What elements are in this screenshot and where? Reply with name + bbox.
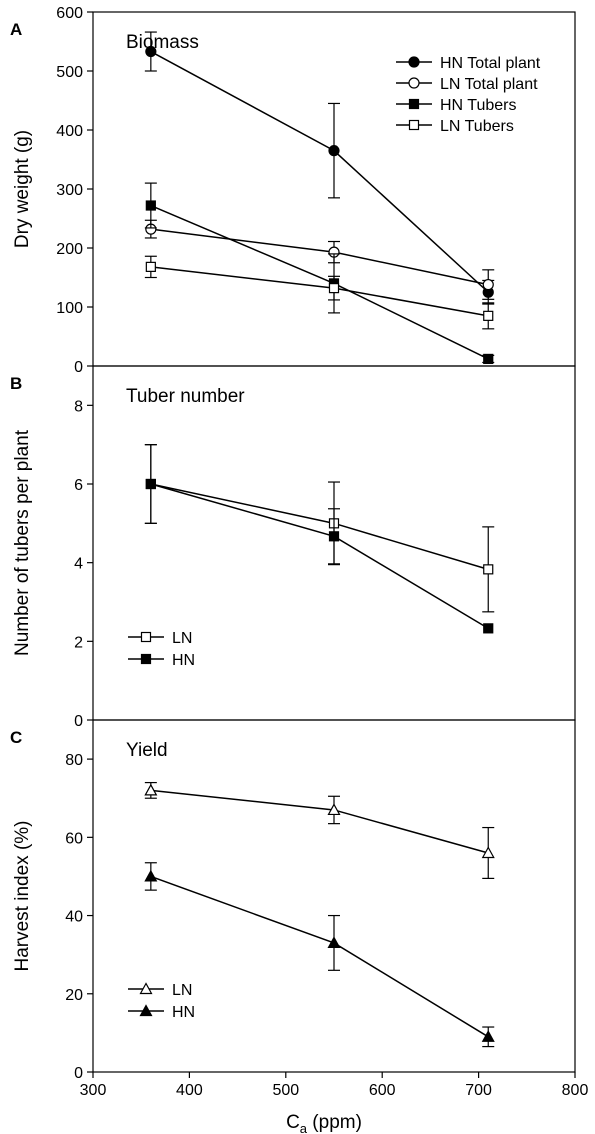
series-line xyxy=(150,483,489,571)
y-tick-label: 400 xyxy=(56,123,83,140)
series-line xyxy=(150,204,489,360)
y-tick-label: 80 xyxy=(65,752,83,769)
data-point xyxy=(481,1030,495,1042)
panel-title: Biomass xyxy=(126,32,199,53)
legend-label: LN xyxy=(172,982,192,999)
y-tick-label: 2 xyxy=(74,634,83,651)
panel-letter: C xyxy=(10,728,22,747)
x-tick-label: 400 xyxy=(176,1082,203,1099)
legend: HN Total plant LN Total plant HN Tubers LN … xyxy=(396,55,541,135)
series-ln xyxy=(144,444,495,613)
y-tick-label: 8 xyxy=(74,398,83,415)
legend-marker xyxy=(139,1004,153,1017)
series-ln-total-plant xyxy=(144,219,495,300)
data-point xyxy=(144,783,158,796)
data-point xyxy=(482,278,494,291)
legend: LN HN xyxy=(128,982,195,1021)
series-line xyxy=(150,228,489,286)
data-point xyxy=(145,200,156,211)
y-axis-label: Harvest index (%) xyxy=(12,821,33,972)
data-point xyxy=(483,564,494,575)
data-point xyxy=(483,310,494,321)
legend-marker xyxy=(139,982,153,995)
series-hn xyxy=(144,862,495,1048)
series-line xyxy=(150,483,489,629)
y-axis-label: Number of tubers per plant xyxy=(12,429,33,656)
data-point xyxy=(145,478,156,490)
legend-label: LN xyxy=(172,630,192,647)
legend-label: HN Total plant xyxy=(440,55,541,72)
panel-c: 0 20 40 60 80 Harvest index (%) C Yield LN HN xyxy=(10,719,576,1082)
x-axis-label: Ca (ppm) xyxy=(286,1112,362,1134)
series-hn-tubers xyxy=(144,182,495,365)
y-tick-label: 500 xyxy=(56,64,83,81)
data-point xyxy=(327,936,341,949)
data-point xyxy=(328,531,340,542)
y-tick-label: 300 xyxy=(56,182,83,199)
y-tick-label: 20 xyxy=(65,987,83,1004)
series-ln-tubers xyxy=(144,255,495,330)
data-point xyxy=(327,803,341,816)
y-tick-label: 40 xyxy=(65,909,83,926)
panel-title: Yield xyxy=(126,740,168,761)
y-tick-label: 0 xyxy=(74,359,83,376)
data-point xyxy=(481,846,495,859)
x-axis-label-sub: a xyxy=(300,1121,308,1134)
legend-marker xyxy=(140,653,152,665)
legend-label: LN Total plant xyxy=(440,76,538,93)
y-axis-label: Dry weight (g) xyxy=(12,130,33,248)
legend-label: HN xyxy=(172,652,195,669)
data-point xyxy=(145,45,157,58)
data-point xyxy=(483,353,494,365)
y-tick-label: 0 xyxy=(74,1065,83,1082)
x-tick-label: 300 xyxy=(80,1082,107,1099)
y-tick-label: 200 xyxy=(56,241,83,258)
x-tick-label: 500 xyxy=(272,1082,299,1099)
y-tick-label: 6 xyxy=(74,477,83,494)
legend-marker xyxy=(408,56,420,68)
legend-marker xyxy=(140,631,152,643)
series-hn xyxy=(144,444,494,634)
y-tick-label: 4 xyxy=(74,556,83,573)
panel-a: 0 100 200 300 400 500 600 Dry weight (g) A Biomas… xyxy=(10,5,576,376)
data-point xyxy=(144,869,158,882)
legend-label: HN xyxy=(172,1004,195,1021)
series-hn-total-plant xyxy=(144,31,495,305)
legend: LN HN xyxy=(128,630,195,669)
panel-b: 0 2 4 6 8 Number of tubers per plant B Tuber nu… xyxy=(10,365,576,730)
y-tick-label: 0 xyxy=(74,713,83,730)
legend-marker xyxy=(408,77,420,89)
x-axis-label-rest: (ppm) xyxy=(307,1112,362,1133)
y-tick-label: 60 xyxy=(65,830,83,847)
x-axis: Ca (ppm) 300 400 500 600 700 800 xyxy=(80,1072,589,1134)
series-ln xyxy=(144,781,495,880)
y-tick-label: 100 xyxy=(56,300,83,317)
legend-label: HN Tubers xyxy=(440,97,516,114)
data-point xyxy=(328,283,340,294)
legend-marker xyxy=(408,119,420,131)
series-line xyxy=(150,789,489,854)
panel-title: Tuber number xyxy=(126,386,245,407)
x-axis-label-main: C xyxy=(286,1112,300,1133)
series-line xyxy=(150,50,489,293)
data-point xyxy=(483,623,494,634)
series-line xyxy=(150,875,489,1038)
legend-label: LN Tubers xyxy=(440,118,514,135)
data-point xyxy=(145,261,156,272)
panel-letter: B xyxy=(10,374,22,393)
plot-frame xyxy=(92,719,576,1073)
data-point xyxy=(328,145,340,157)
x-tick-label: 700 xyxy=(465,1082,492,1099)
panel-letter: A xyxy=(10,20,22,39)
x-tick-label: 600 xyxy=(369,1082,396,1099)
y-tick-label: 600 xyxy=(56,5,83,22)
legend-marker xyxy=(408,98,420,110)
x-tick-label: 800 xyxy=(562,1082,589,1099)
